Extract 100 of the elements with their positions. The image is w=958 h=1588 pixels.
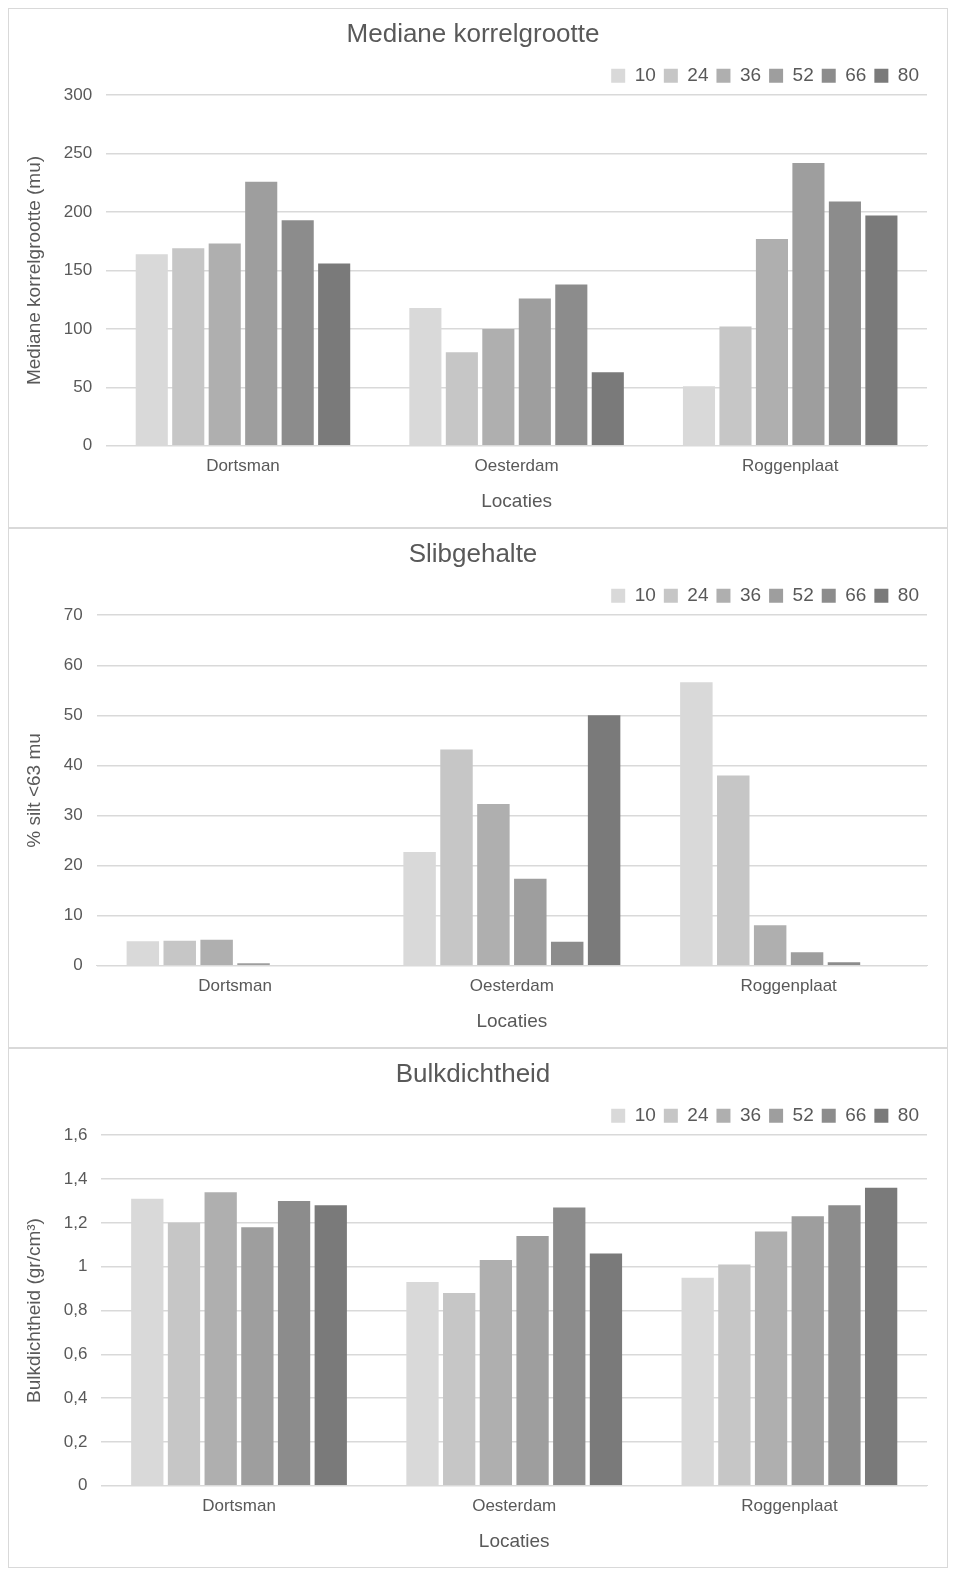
x-tick-label: Dortsman [198,975,272,995]
bar [718,1264,751,1486]
x-tick-label: Oesterdam [472,1495,557,1515]
bar [314,1205,347,1486]
y-tick-label: 0,2 [63,1431,88,1451]
bar [514,878,547,966]
y-tick-label: 1,6 [63,1124,88,1144]
y-tick-label: 0 [82,435,93,455]
bar [204,1192,237,1486]
legend-label: 10 [634,1103,656,1125]
y-tick-label: 0,8 [63,1300,88,1320]
bar [208,243,241,446]
y-tick-label: 200 [63,201,93,221]
bar [200,939,233,966]
bar [790,952,824,966]
bar [754,1231,788,1486]
chart-title: Bulkdichtheid [395,1057,551,1088]
x-tick-label: Roggenplaat [741,455,839,475]
chart-title: Slibgehalte [408,537,538,568]
y-tick-label: 30 [63,805,83,825]
legend-label: 80 [897,1103,920,1125]
bar [445,352,478,446]
bar [717,775,750,966]
x-tick-label: Roggenplaat [740,975,838,995]
y-tick-label: 1,4 [63,1168,88,1188]
bar [753,925,787,966]
x-tick-label: Dortsman [202,1495,276,1515]
legend-label: 52 [792,63,814,85]
x-axis-title: Locaties [476,1009,548,1031]
chart-title: Mediane korrelgrootte [346,17,600,48]
y-tick-label: 70 [63,604,83,624]
legend-label: 36 [739,1103,762,1125]
legend-label: 10 [634,63,656,85]
legend-label: 80 [897,63,920,85]
bar [828,1205,861,1486]
bar [440,749,473,966]
y-tick-label: 60 [63,654,83,674]
x-axis-title: Locaties [481,489,552,511]
legend-label: 24 [687,63,709,85]
bar [318,263,351,446]
bar [865,215,898,446]
y-tick-label: 20 [63,855,83,875]
bar [587,715,621,966]
y-tick-label: 50 [63,705,83,725]
bar [163,940,196,966]
y-axis-title: Bulkdichtheid (gr/cm³) [22,1218,44,1403]
legend-label: 52 [792,583,814,605]
bar [553,1207,586,1486]
bar [281,220,314,446]
legend-label: 36 [739,63,762,85]
bar [167,1222,201,1486]
legend-label: 80 [897,583,920,605]
bar [518,298,551,446]
bar [589,1253,623,1486]
x-tick-label: Roggenplaat [741,1495,838,1515]
legend-label: 66 [845,583,867,605]
bar [827,962,861,966]
bar [277,1200,311,1486]
bar [719,326,752,446]
legend-label: 66 [845,1103,867,1125]
y-tick-label: 0,6 [63,1344,88,1364]
bar [516,1236,549,1486]
bar [479,1260,513,1486]
y-tick-label: 50 [73,377,93,397]
legend-label: 24 [687,1103,709,1125]
y-tick-label: 150 [63,260,93,280]
bar [792,162,825,446]
bar [245,181,278,446]
y-axis-title: % silt <63 mu [22,733,44,848]
y-tick-label: 1 [77,1256,88,1276]
bar [241,1227,274,1486]
bar [482,328,515,446]
bar [828,201,861,446]
y-tick-label: 10 [63,905,83,925]
y-tick-label: 0,4 [63,1387,88,1407]
bar [550,941,584,966]
x-tick-label: Oesterdam [474,455,559,475]
y-axis-title: Mediane korrelgrootte (mu) [22,155,44,386]
legend-label: 52 [792,1103,814,1125]
y-tick-label: 250 [63,143,93,163]
x-tick-label: Oesterdam [469,975,554,995]
y-tick-label: 300 [63,84,93,104]
y-tick-label: 40 [63,755,83,775]
y-tick-label: 0 [77,1475,88,1495]
y-tick-label: 100 [63,318,93,338]
legend-label: 36 [739,583,762,605]
bar [477,804,510,966]
bar [791,1216,824,1486]
bar [172,248,205,446]
y-tick-label: 0 [73,955,83,975]
legend-label: 10 [634,583,656,605]
bar [555,284,588,446]
legend-label: 66 [845,63,867,85]
x-axis-title: Locaties [478,1529,550,1551]
bar [591,372,624,446]
y-tick-label: 1,2 [63,1212,88,1232]
bar [755,238,789,446]
bar [864,1187,898,1486]
legend-label: 24 [687,583,709,605]
x-tick-label: Dortsman [206,455,280,475]
